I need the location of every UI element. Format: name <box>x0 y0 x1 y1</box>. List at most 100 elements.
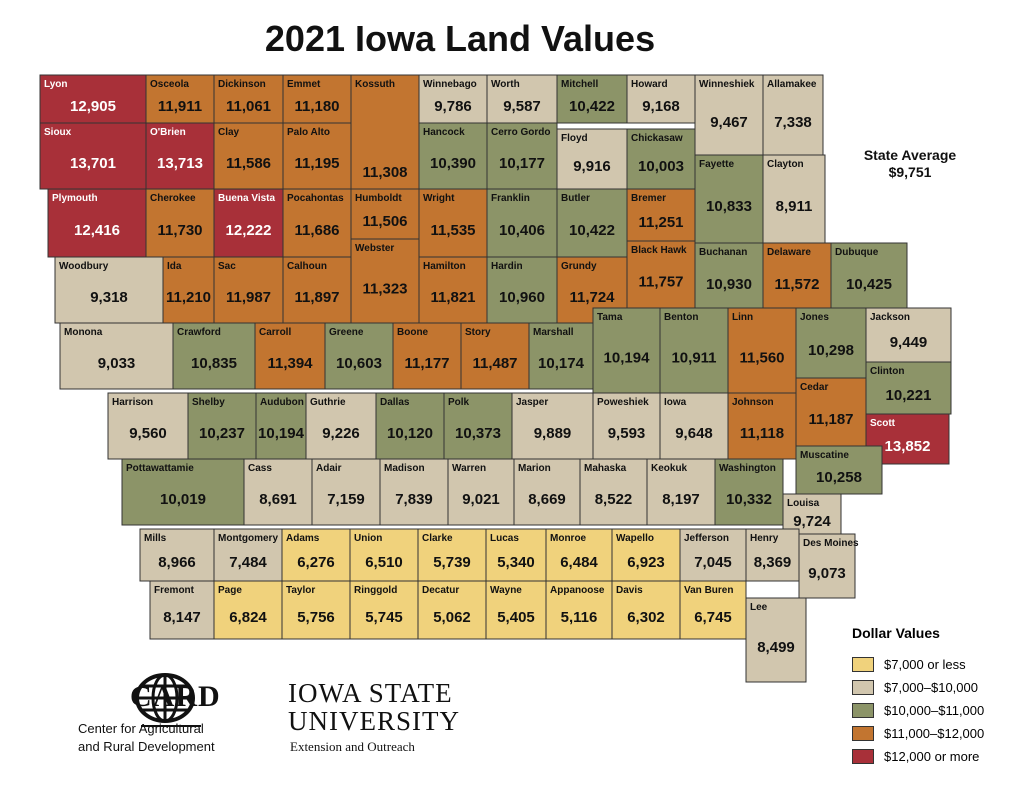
county-name: Audubon <box>260 397 304 408</box>
county-value: 9,021 <box>462 491 500 508</box>
county-shape <box>611 528 681 582</box>
county-name: Ida <box>167 261 182 272</box>
county-sioux: Sioux 13,701 <box>39 122 147 190</box>
county-value: 11,506 <box>362 213 407 230</box>
county-name: Humboldt <box>355 193 402 204</box>
county-name: Crawford <box>177 327 221 338</box>
county-wapello: Wapello 6,923 <box>611 528 681 582</box>
county-value: 10,390 <box>430 155 476 172</box>
county-name: Van Buren <box>684 585 733 596</box>
county-name: Cherokee <box>150 193 196 204</box>
county-name: Adams <box>286 533 320 544</box>
county-shape <box>281 528 351 582</box>
county-value: 10,120 <box>387 425 433 442</box>
county-iowa: Iowa 9,648 <box>659 392 729 460</box>
county-decatur: Decatur 5,062 <box>417 580 487 640</box>
county-madison: Madison 7,839 <box>379 458 449 526</box>
county-value: 8,966 <box>158 554 196 571</box>
county-shape <box>626 240 696 309</box>
county-name: Tama <box>597 312 623 323</box>
county-name: Clayton <box>767 159 804 170</box>
county-marshall: Marshall 10,174 <box>528 322 594 390</box>
legend-item: $7,000–$10,000 <box>852 676 984 699</box>
county-name: Clarke <box>422 533 453 544</box>
county-value: 11,177 <box>404 355 449 372</box>
county-name: Howard <box>631 79 668 90</box>
county-name: Jackson <box>870 312 910 323</box>
county-value: 6,923 <box>627 554 665 571</box>
county-clayton: Clayton 8,911 <box>762 154 826 244</box>
county-hamilton: Hamilton 11,821 <box>418 256 488 324</box>
county-shape <box>460 322 530 390</box>
county-value: 10,373 <box>455 425 501 442</box>
county-palo-alto: Palo Alto 11,195 <box>282 122 352 190</box>
county-shape <box>727 307 797 394</box>
county-name: Calhoun <box>287 261 327 272</box>
isu-logo-line2: UNIVERSITY <box>288 706 460 736</box>
county-name: Woodbury <box>59 261 109 272</box>
county-value: 12,222 <box>226 222 272 239</box>
county-woodbury: Woodbury 9,318 <box>54 256 164 324</box>
county-name: Worth <box>491 79 520 90</box>
county-name: Dickinson <box>218 79 266 90</box>
county-name: Osceola <box>150 79 189 90</box>
county-value: 6,745 <box>694 609 732 626</box>
county-name: Wright <box>423 193 455 204</box>
county-shape <box>213 122 284 190</box>
county-johnson: Johnson 11,118 <box>727 392 797 460</box>
county-jasper: Jasper 9,889 <box>511 392 594 460</box>
county-name: Wapello <box>616 533 654 544</box>
county-pottawattamie: Pottawattamie 10,019 <box>121 458 245 526</box>
county-name: Lucas <box>490 533 519 544</box>
county-value: 10,221 <box>886 387 932 404</box>
county-plymouth: Plymouth 12,416 <box>47 188 147 258</box>
county-name: Dubuque <box>835 247 879 258</box>
county-shape <box>162 256 215 324</box>
county-audubon: Audubon 10,194 <box>255 392 307 460</box>
county-shape <box>213 256 284 324</box>
county-shape <box>579 458 648 526</box>
county-shape <box>282 256 352 324</box>
county-name: Henry <box>750 533 779 544</box>
county-boone: Boone 11,177 <box>392 322 462 390</box>
county-value: 10,911 <box>671 350 716 367</box>
county-name: Marshall <box>533 327 574 338</box>
card-logo-name: CARD <box>130 680 221 713</box>
county-franklin: Franklin 10,406 <box>486 188 558 258</box>
county-name: Guthrie <box>310 397 346 408</box>
county-benton: Benton 10,911 <box>659 307 729 394</box>
county-name: Palo Alto <box>287 127 330 138</box>
county-shape <box>139 528 215 582</box>
county-name: Muscatine <box>800 450 849 461</box>
county-value: 11,308 <box>362 164 407 181</box>
county-value: 6,510 <box>365 554 403 571</box>
county-shape <box>145 122 215 190</box>
county-value: 9,889 <box>534 425 572 442</box>
county-name: Chickasaw <box>631 133 683 144</box>
county-shape <box>830 242 908 312</box>
county-shape <box>349 580 419 640</box>
county-value: 9,648 <box>675 425 713 442</box>
county-value: 11,195 <box>294 155 339 172</box>
county-name: Clinton <box>870 366 904 377</box>
county-value: 9,724 <box>793 513 831 530</box>
county-name: Jefferson <box>684 533 729 544</box>
county-value: 10,298 <box>808 342 854 359</box>
county-value: 7,484 <box>229 554 267 571</box>
county-wright: Wright 11,535 <box>418 188 488 258</box>
county-name: Carroll <box>259 327 291 338</box>
county-name: Warren <box>452 463 486 474</box>
county-value: 5,745 <box>365 609 403 626</box>
county-name: Mills <box>144 533 167 544</box>
county-shape <box>727 392 797 460</box>
county-shape <box>865 361 952 415</box>
county-value: 10,833 <box>706 198 752 215</box>
county-shape <box>417 580 487 640</box>
county-name: Cerro Gordo <box>491 127 550 138</box>
county-name: Floyd <box>561 133 588 144</box>
legend-item: $10,000–$11,000 <box>852 699 984 722</box>
county-name: Fremont <box>154 585 195 596</box>
county-o-brien: O'Brien 13,713 <box>145 122 215 190</box>
county-value: 10,258 <box>816 469 862 486</box>
